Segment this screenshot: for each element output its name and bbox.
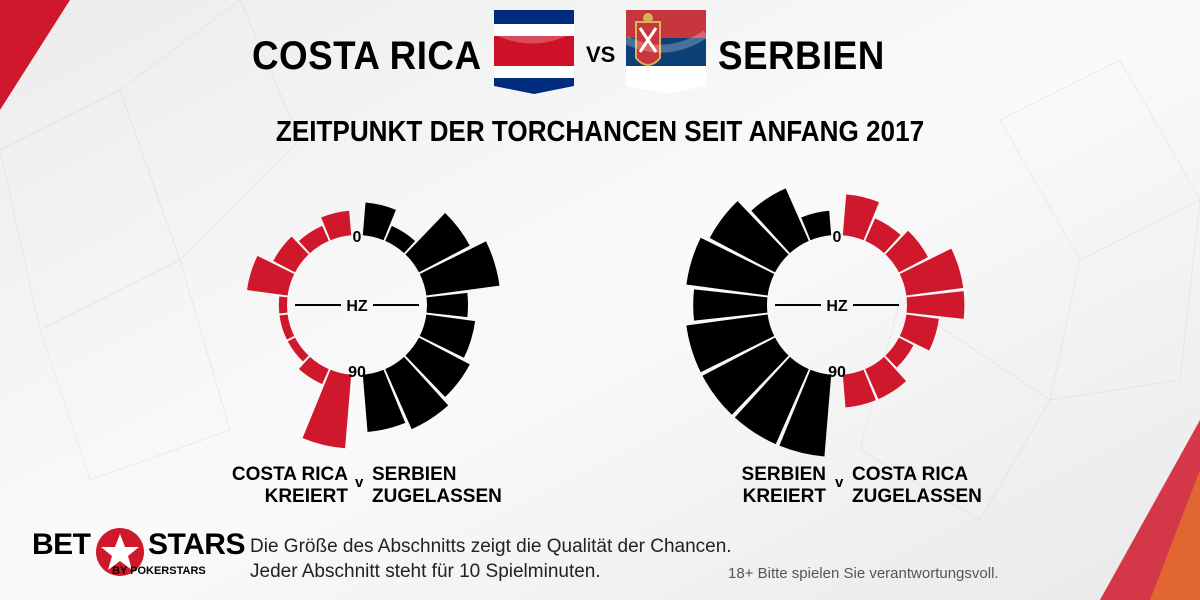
segment-right-0 <box>362 202 396 241</box>
segment-left-4 <box>278 296 288 314</box>
note-line-1: Die Größe des Abschnitts zeigt die Quali… <box>250 536 732 557</box>
segment-right-7 <box>385 356 449 430</box>
segment-left-7 <box>734 356 809 445</box>
logo-stars-text: STARS <box>148 528 245 561</box>
costa-rica-flag-icon <box>494 10 574 94</box>
segment-right-5 <box>899 314 939 351</box>
segment-right-3 <box>899 248 964 296</box>
chart2-right-label-line2: ZUGELASSEN <box>852 486 982 507</box>
chart2-right-label-line1: COSTA RICA <box>852 464 969 485</box>
chart1-right-label-line1: SERBIEN <box>372 464 457 485</box>
explanation-note: Die Größe des Abschnitts zeigt die Quali… <box>250 534 732 584</box>
segment-right-6 <box>405 337 470 398</box>
vs-label: VS <box>586 42 616 67</box>
chart1-left-label: COSTA RICA KREIERT <box>228 464 348 508</box>
segment-left-3 <box>247 255 295 296</box>
segment-left-1 <box>751 188 809 254</box>
segment-left-4 <box>693 289 768 321</box>
segment-left-7 <box>298 356 329 385</box>
minute-end-label: 90 <box>348 364 366 381</box>
team-right-name: SERBIEN <box>718 34 885 78</box>
segment-left-6 <box>287 337 309 362</box>
segment-left-5 <box>279 314 295 340</box>
segment-left-2 <box>709 201 789 273</box>
segment-right-8 <box>842 369 876 408</box>
halftime-label: HZ <box>346 298 368 315</box>
halftime-label: HZ <box>826 298 848 315</box>
segment-right-1 <box>385 225 416 254</box>
segment-left-6 <box>702 337 789 415</box>
chart1-left-label-line2: KREIERT <box>264 486 348 507</box>
segment-right-1 <box>865 218 901 254</box>
segment-right-5 <box>419 314 476 358</box>
corner-accent-top-left <box>0 0 70 110</box>
chart1-right-label: SERBIEN ZUGELASSEN <box>372 464 502 508</box>
segment-right-6 <box>885 337 914 368</box>
minute-start-label: 0 <box>833 229 842 246</box>
segment-left-0 <box>801 210 832 241</box>
segment-right-2 <box>885 230 928 273</box>
segment-right-3 <box>419 241 500 296</box>
segment-right-4 <box>906 291 965 319</box>
radial-chart-serbia: 0 HZ 90 <box>686 188 965 457</box>
segment-left-2 <box>273 236 309 273</box>
responsible-gambling-disclaimer: 18+ Bitte spielen Sie verantwortungsvoll… <box>728 565 999 582</box>
segment-right-4 <box>426 292 468 318</box>
chart2-left-label-line2: KREIERT <box>742 486 826 507</box>
radial-chart-costa-rica: 0 HZ 90 <box>247 202 500 449</box>
segment-left-8 <box>302 369 352 449</box>
segment-right-0 <box>842 194 880 241</box>
note-line-2: Jeder Abschnitt steht für 10 Spielminute… <box>250 561 601 582</box>
minute-end-label: 90 <box>828 364 846 381</box>
chart2-right-label: COSTA RICA ZUGELASSEN <box>852 464 982 508</box>
logo-bet-text: BET <box>32 528 91 561</box>
segment-right-2 <box>405 212 470 273</box>
logo-star-icon <box>96 528 144 576</box>
chart2-v: v <box>835 474 844 491</box>
chart1-v: v <box>355 474 364 491</box>
segment-right-7 <box>865 356 907 400</box>
segment-left-8 <box>779 369 832 457</box>
betstars-logo: BET STARS BY POKERSTARS <box>30 526 245 586</box>
segment-right-8 <box>362 369 406 432</box>
chart2-left-label-line1: SERBIEN <box>741 464 826 485</box>
segment-left-1 <box>298 225 329 254</box>
segment-left-3 <box>686 237 775 296</box>
team-left-name: COSTA RICA <box>252 34 482 78</box>
minute-start-label: 0 <box>353 229 362 246</box>
segment-left-5 <box>686 314 775 373</box>
chart-subtitle: ZEITPUNKT DER TORCHANCEN SEIT ANFANG 201… <box>275 116 925 148</box>
chart2-left-label: SERBIEN KREIERT <box>706 464 826 508</box>
segment-left-0 <box>321 210 352 241</box>
serbia-flag-icon <box>626 10 706 94</box>
chart1-left-label-line1: COSTA RICA <box>231 464 348 485</box>
logo-by-pokerstars: BY POKERSTARS <box>112 565 206 577</box>
chart1-right-label-line2: ZUGELASSEN <box>372 486 502 507</box>
